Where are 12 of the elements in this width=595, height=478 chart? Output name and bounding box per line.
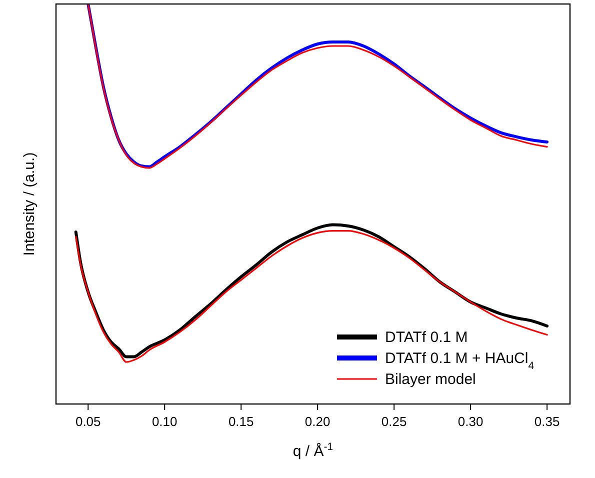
legend-label: DTATf 0.1 M + HAuCl$_{4}$	[385, 350, 534, 372]
x-tick-label: 0.30	[458, 414, 484, 429]
x-tick-label: 0.20	[304, 414, 330, 429]
x-tick-label: 0.35	[534, 414, 560, 429]
x-axis-title: q / Å$^{-1}$	[292, 441, 334, 460]
x-tick-label: 0.15	[228, 414, 254, 429]
legend-label: Bilayer model	[385, 371, 476, 388]
legend-label: DTATf 0.1 M	[385, 329, 468, 346]
x-tick-label: 0.25	[381, 414, 407, 429]
x-tick-label: 0.05	[75, 414, 101, 429]
x-tick-label: 0.10	[152, 414, 178, 429]
y-axis-title: Intensity / (a.u.)	[21, 152, 38, 256]
